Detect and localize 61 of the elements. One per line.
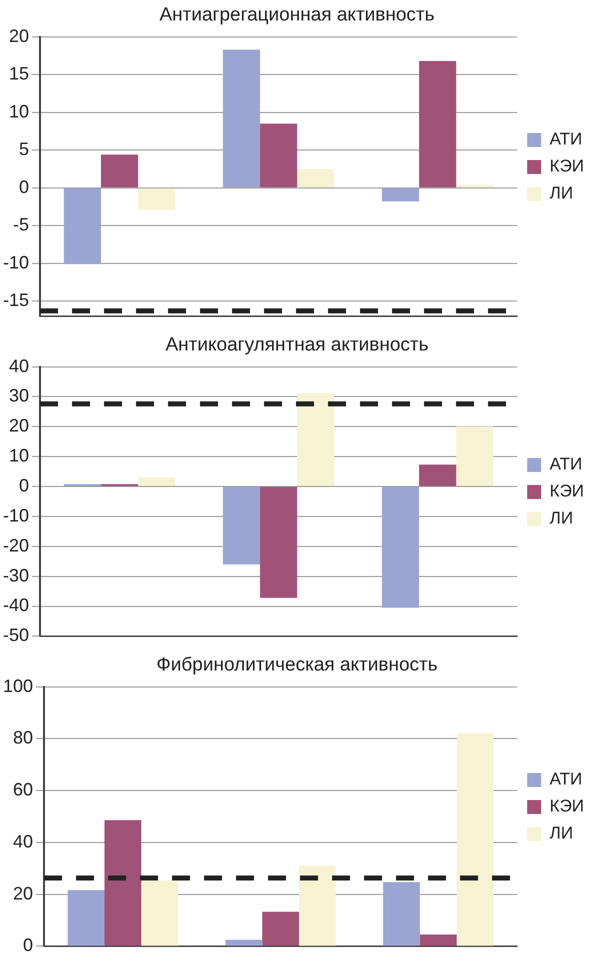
legend-label: ЛИ (550, 184, 574, 203)
y-tick-label: 0 (23, 935, 34, 956)
chart-title: Фибринолитическая активность (156, 654, 438, 676)
y-tick-label: -20 (3, 535, 30, 556)
chart-title: Антиагрегационная активность (159, 4, 435, 26)
bar (297, 168, 334, 188)
bar (104, 820, 142, 946)
y-tick-label: 10 (8, 101, 30, 122)
bar (262, 912, 299, 946)
bar (298, 866, 336, 946)
bar (225, 940, 262, 946)
bar (456, 184, 494, 188)
y-tick-label: 5 (19, 139, 30, 160)
legend-label: АТИ (550, 770, 582, 789)
chart-title: Антикоагулянтная активность (165, 334, 429, 356)
legend-label: КЭИ (550, 796, 584, 816)
bar (64, 188, 101, 264)
y-tick-label: 40 (8, 356, 30, 376)
bar (260, 124, 298, 188)
y-tick-label: 20 (13, 883, 34, 904)
bar (68, 890, 104, 946)
y-tick-label: 0 (19, 176, 30, 197)
y-tick-label: -40 (3, 595, 30, 616)
legend-label: АТИ (550, 454, 582, 474)
y-tick-label: -15 (3, 290, 30, 310)
y-tick-label: 20 (8, 26, 30, 46)
bar (456, 426, 494, 486)
y-tick-label: -10 (3, 252, 30, 272)
bar (382, 188, 420, 202)
y-tick-label: 60 (13, 780, 34, 800)
legend-label: АТИ (550, 130, 582, 149)
bar (222, 50, 260, 188)
legend-label: ЛИ (550, 508, 574, 528)
bar (382, 487, 420, 608)
bar (297, 393, 334, 486)
y-tick-label: 40 (13, 831, 34, 852)
y-tick-label: 80 (13, 728, 34, 748)
legend-label: ЛИ (550, 824, 574, 843)
bar (141, 880, 178, 946)
y-tick-label: 10 (8, 446, 30, 466)
y-tick-label: -50 (3, 625, 30, 646)
y-tick-label: 0 (19, 476, 30, 496)
y-tick-label: 100 (2, 676, 34, 696)
bar (419, 60, 456, 188)
y-tick-label: 20 (8, 416, 30, 436)
y-tick-label: 15 (8, 64, 30, 84)
bar (260, 487, 298, 598)
bar (100, 154, 138, 188)
bar (222, 487, 260, 564)
bar (456, 733, 494, 946)
bar (420, 934, 457, 946)
bar (383, 882, 420, 946)
bar (138, 478, 176, 486)
y-tick-label: 30 (8, 386, 30, 406)
legend-label: КЭИ (550, 482, 584, 501)
bar (419, 464, 456, 486)
legend-label: КЭИ (550, 156, 584, 176)
y-tick-label: -30 (3, 565, 30, 586)
bar (138, 188, 176, 210)
y-tick-label: -10 (3, 505, 30, 526)
y-tick-label: -5 (13, 214, 30, 235)
